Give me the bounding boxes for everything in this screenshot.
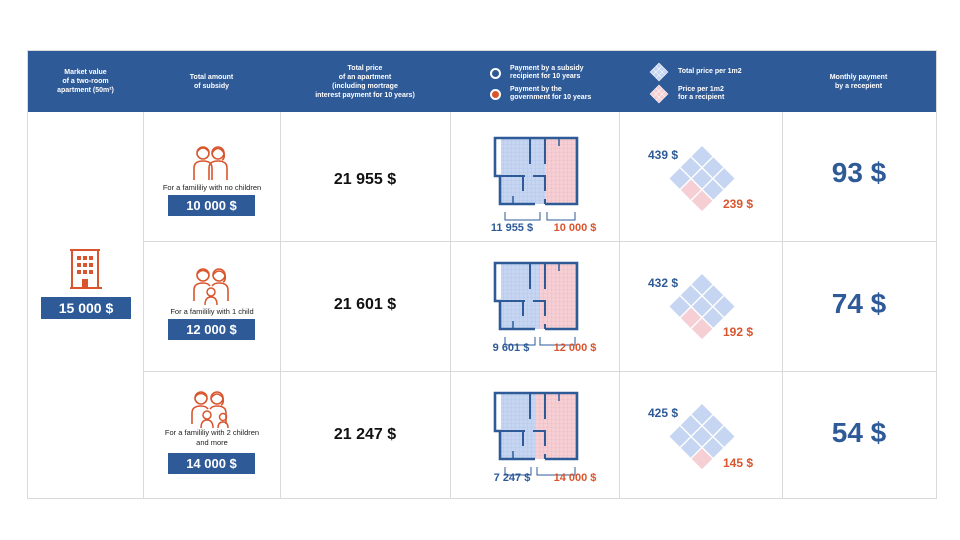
- price-per-m2-diamond: [669, 146, 735, 212]
- red-dot-icon: [490, 88, 501, 100]
- family-label: For a famililiy with 2 children and more: [164, 428, 260, 447]
- family-no-children-icon: [193, 146, 228, 180]
- family-label: For a famililiy with no children: [162, 183, 262, 192]
- legend-subsidy-recipient-label: Payment by a subsidy recipient for 10 ye…: [510, 65, 584, 80]
- government-payment: 10 000 $: [553, 222, 597, 234]
- subsidy-badge: 10 000 $: [168, 195, 255, 216]
- blue-diamond-icon: [649, 62, 669, 82]
- row-divider: [143, 371, 936, 372]
- column-divider: [782, 112, 783, 499]
- header-total-price: Total price of an apartment (including m…: [315, 64, 415, 99]
- monthly-payment-value: 74 $: [831, 288, 887, 319]
- table-header: Market value of a two-room apartment (50…: [28, 51, 936, 112]
- legend-government-label: Payment by the government for 10 years: [510, 86, 592, 101]
- recipient-price-per-m2: 145 $: [723, 456, 754, 470]
- government-payment: 12 000 $: [553, 342, 597, 354]
- monthly-payment-value: 93 $: [831, 157, 887, 188]
- column-divider: [450, 112, 451, 499]
- price-per-m2-diamond: [669, 274, 735, 340]
- government-payment: 14 000 $: [553, 472, 597, 484]
- recipient-price-per-m2: 239 $: [723, 197, 754, 211]
- row-divider: [143, 241, 936, 242]
- subsidy-badge: 14 000 $: [168, 453, 255, 474]
- total-price-per-m2: 439 $: [648, 148, 679, 162]
- price-per-m2-diamond: [669, 404, 735, 470]
- legend-total-per-m2: Total price per 1m2: [649, 62, 742, 82]
- header-total-subsidy: Total amount of subsidy: [189, 73, 234, 90]
- floor-plan-icon: [493, 136, 579, 221]
- legend-recipient-per-m2: Price per 1m2 for a recipient: [649, 84, 725, 104]
- column-divider: [619, 112, 620, 499]
- floor-plan-icon: [493, 391, 579, 476]
- total-price-per-m2: 425 $: [648, 406, 679, 420]
- subsidy-table: Market value of a two-room apartment (50…: [27, 50, 937, 499]
- header-market-value: Market value of a two-room apartment (50…: [57, 69, 114, 94]
- recipient-payment: 9 601 $: [492, 342, 530, 354]
- recipient-payment: 7 247 $: [493, 472, 531, 484]
- monthly-payment-value: 54 $: [831, 417, 887, 448]
- family-one-child-icon: [193, 268, 229, 306]
- recipient-payment: 11 955 $: [490, 222, 534, 234]
- total-price-value: 21 601 $: [333, 296, 397, 313]
- total-price-value: 21 247 $: [333, 426, 397, 443]
- family-label: For a famililiy with 1 child: [170, 307, 254, 316]
- total-price-value: 21 955 $: [333, 171, 397, 188]
- subsidy-badge: 12 000 $: [168, 319, 255, 340]
- family-two-children-icon: [191, 391, 229, 429]
- blue-dot-icon: [490, 67, 501, 79]
- legend-government: Payment by the government for 10 years: [490, 86, 591, 102]
- red-diamond-icon: [649, 84, 669, 104]
- floor-plan-icon: [493, 261, 579, 346]
- legend-recipient-per-m2-label: Price per 1m2 for a recipient: [678, 86, 725, 101]
- column-divider: [143, 112, 144, 499]
- total-price-per-m2: 432 $: [648, 276, 679, 290]
- recipient-price-per-m2: 192 $: [723, 325, 754, 339]
- legend-total-per-m2-label: Total price per 1m2: [678, 68, 742, 75]
- legend-subsidy-recipient: Payment by a subsidy recipient for 10 ye…: [490, 65, 584, 81]
- header-monthly-payment: Monthly payment by a recepient: [829, 73, 888, 90]
- market-value-badge: 15 000 $: [41, 297, 131, 319]
- apartment-building-icon: [70, 249, 102, 289]
- column-divider: [280, 112, 281, 499]
